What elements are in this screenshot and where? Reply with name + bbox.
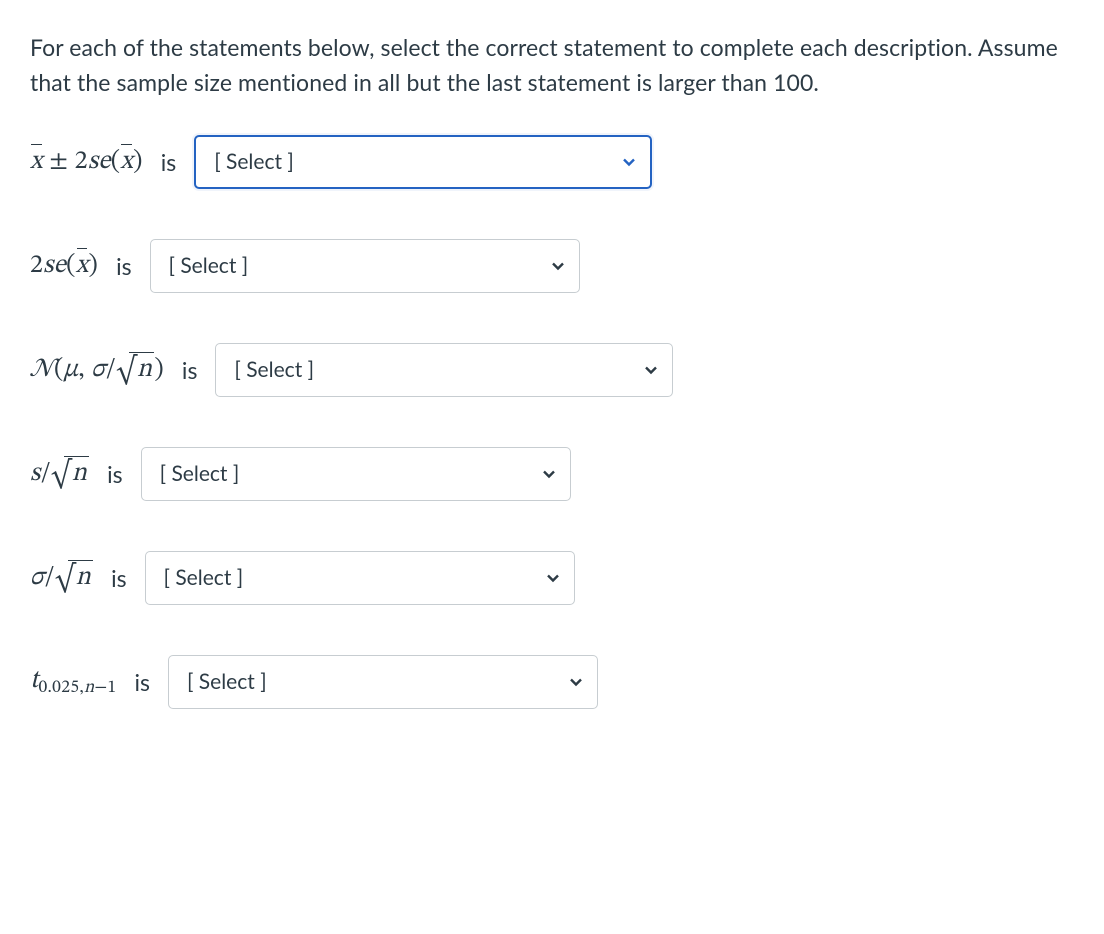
chevron-down-icon xyxy=(622,155,636,169)
statement-row: σ/√n is [ Select ] xyxy=(30,551,1074,605)
chevron-down-icon xyxy=(551,259,565,273)
formula-sigma-over-sqrt-n: σ/√n xyxy=(30,559,93,598)
formula-s-over-sqrt-n: s/√n xyxy=(30,455,89,494)
chevron-down-icon xyxy=(644,363,658,377)
question-intro-text: For each of the statements below, select… xyxy=(30,30,1074,99)
statement-row: s/√n is [ Select ] xyxy=(30,447,1074,501)
formula-normal-distribution: 𝒩(μ, σ/√n) xyxy=(30,351,164,390)
select-dropdown-5[interactable]: [ Select ] xyxy=(145,551,575,605)
chevron-down-icon xyxy=(569,675,583,689)
chevron-down-icon xyxy=(542,467,556,481)
statement-row: 2se(x) is [ Select ] xyxy=(30,239,1074,293)
select-placeholder: [ Select ] xyxy=(187,666,267,698)
select-dropdown-3[interactable]: [ Select ] xyxy=(215,343,673,397)
select-placeholder: [ Select ] xyxy=(164,562,244,594)
connector-is: is xyxy=(161,145,176,180)
statement-row: 𝒩(μ, σ/√n) is [ Select ] xyxy=(30,343,1074,397)
connector-is: is xyxy=(107,457,122,492)
connector-is: is xyxy=(111,561,126,596)
connector-is: is xyxy=(116,249,131,284)
select-dropdown-1[interactable]: [ Select ] xyxy=(194,135,652,189)
statement-row: t0.025,n−1 is [ Select ] xyxy=(30,655,1074,709)
select-dropdown-2[interactable]: [ Select ] xyxy=(150,239,580,293)
statement-row: x ± 2se(x) is [ Select ] xyxy=(30,135,1074,189)
select-placeholder: [ Select ] xyxy=(160,458,240,490)
select-dropdown-6[interactable]: [ Select ] xyxy=(168,655,598,709)
select-dropdown-4[interactable]: [ Select ] xyxy=(141,447,571,501)
formula-t-critical: t0.025,n−1 xyxy=(30,662,117,702)
select-placeholder: [ Select ] xyxy=(234,354,314,386)
select-placeholder: [ Select ] xyxy=(214,146,294,178)
connector-is: is xyxy=(135,665,150,700)
connector-is: is xyxy=(182,353,197,388)
select-placeholder: [ Select ] xyxy=(169,250,249,282)
chevron-down-icon xyxy=(546,571,560,585)
formula-2se-xbar: 2se(x) xyxy=(30,247,98,286)
formula-xbar-pm-2se-xbar: x ± 2se(x) xyxy=(30,143,143,182)
